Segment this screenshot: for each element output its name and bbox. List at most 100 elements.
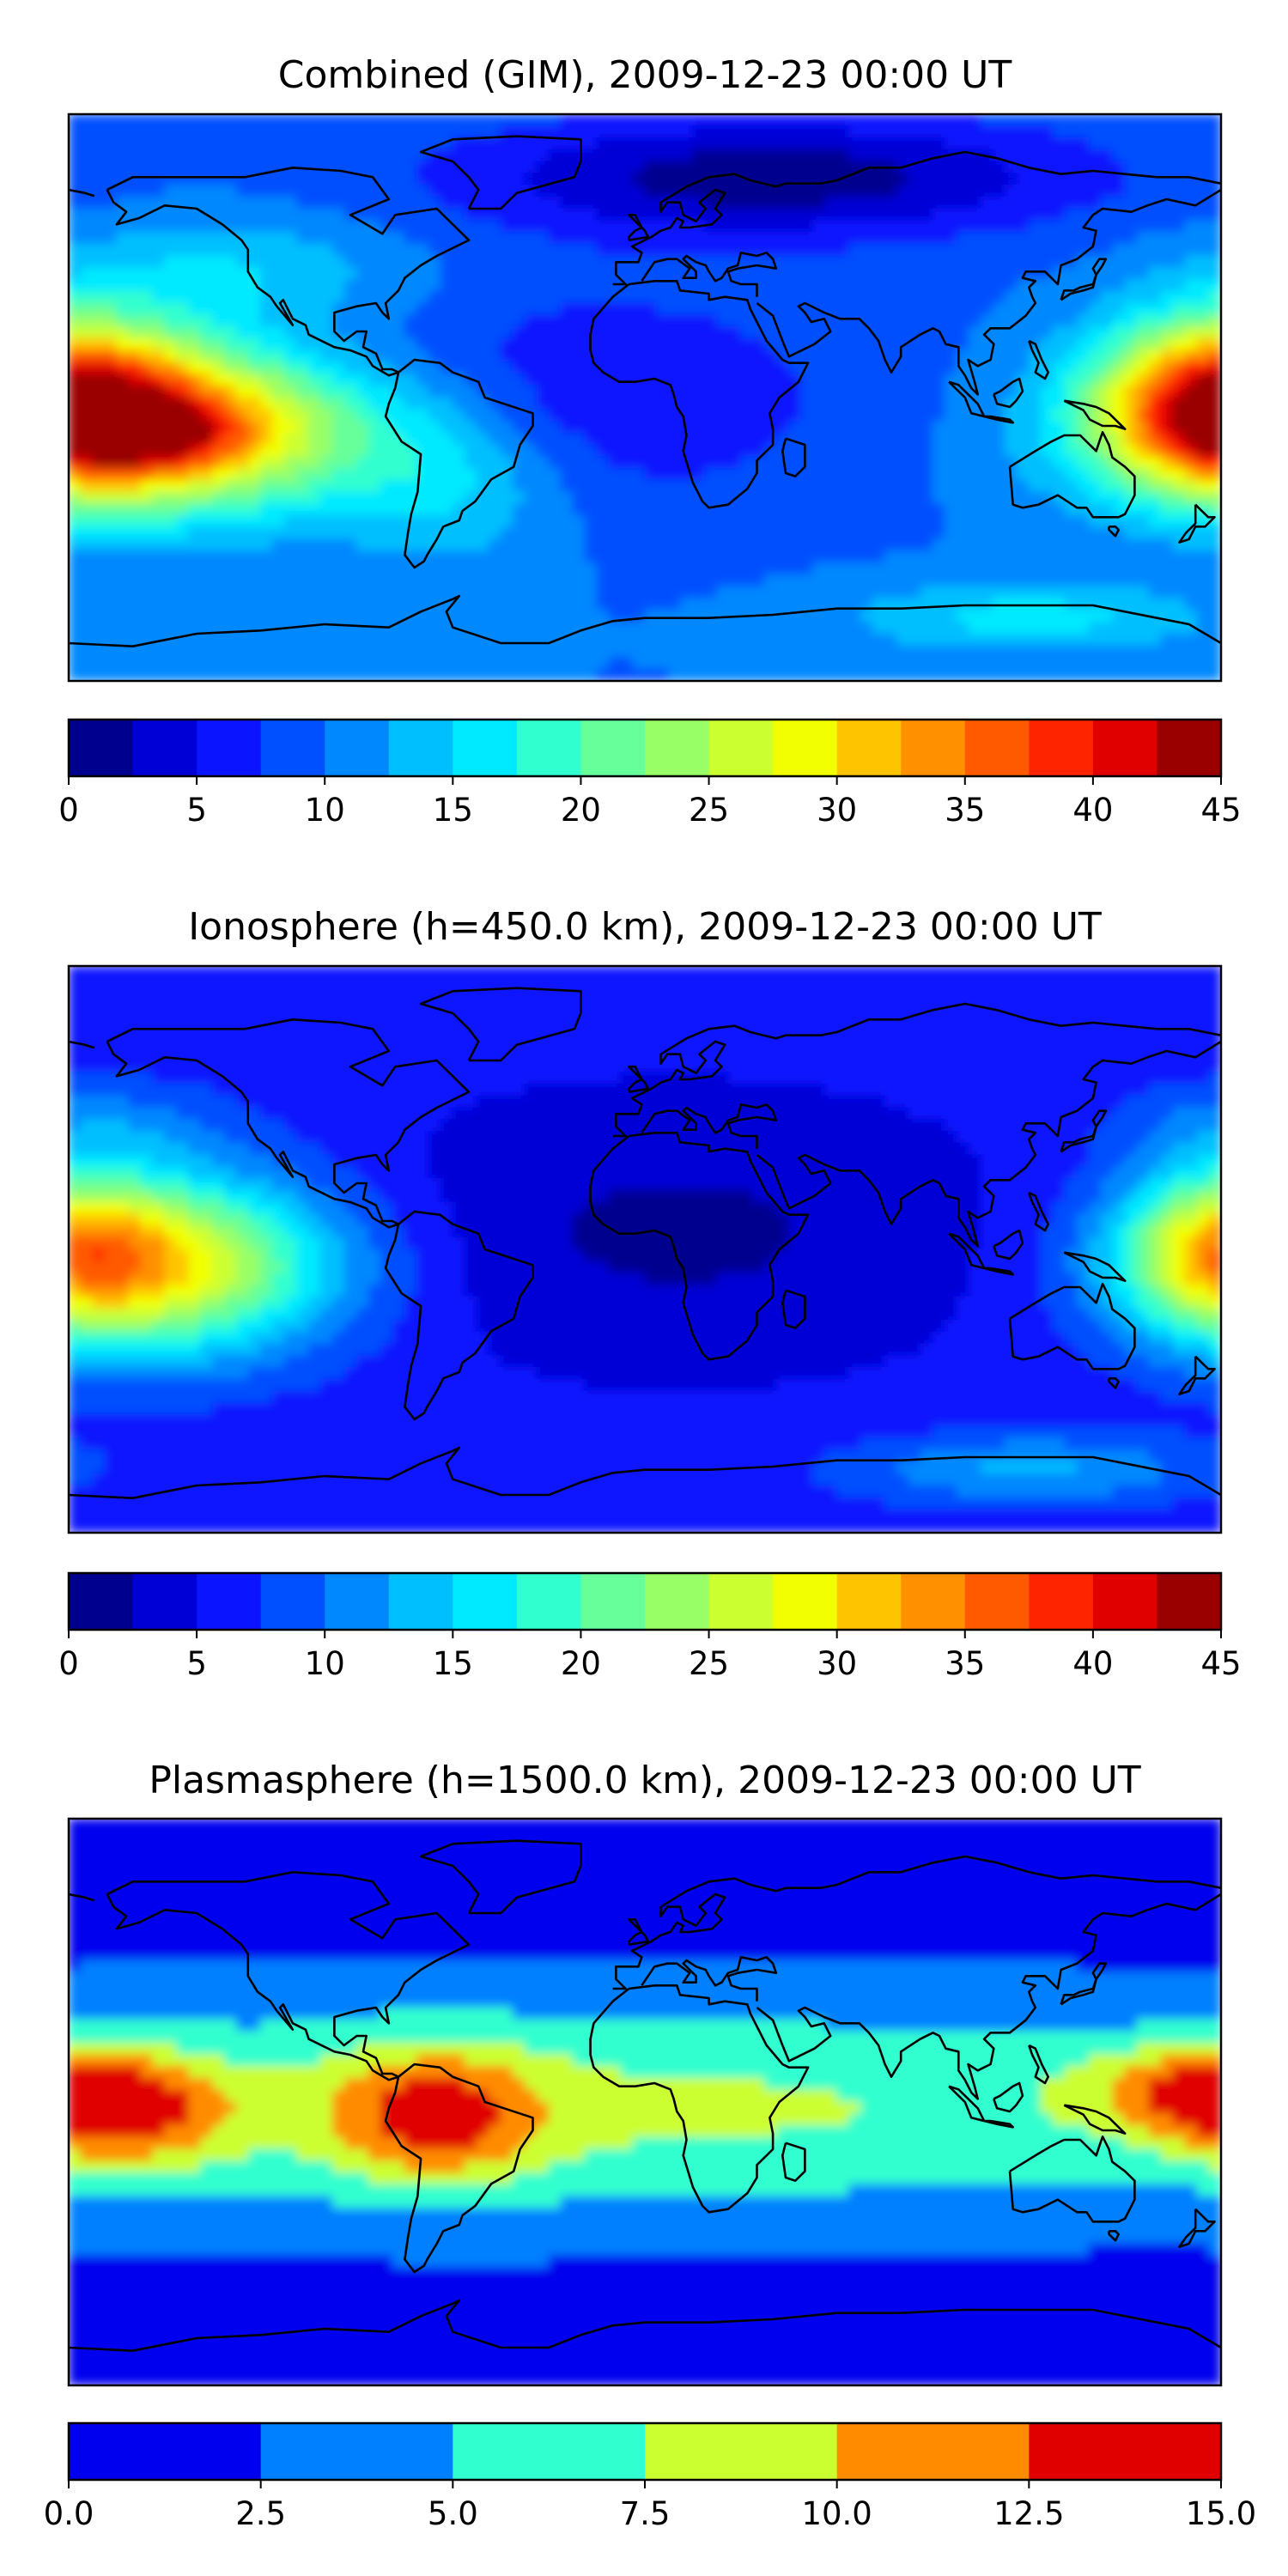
field-cell <box>116 149 130 162</box>
field-cell <box>896 610 910 623</box>
field-cell <box>1088 491 1102 505</box>
field-cell <box>608 503 622 516</box>
field-cell <box>200 668 214 681</box>
field-cell <box>1196 314 1210 327</box>
field-cell <box>680 243 694 257</box>
field-cell <box>512 279 526 292</box>
field-cell <box>992 586 1005 599</box>
field-cell <box>308 966 322 979</box>
field-cell <box>560 562 574 575</box>
field-cell <box>572 538 586 552</box>
field-cell <box>1160 550 1174 563</box>
field-cell <box>320 562 334 575</box>
field-cell <box>1160 977 1174 990</box>
field-cell <box>632 361 646 374</box>
field-cell <box>260 989 274 1002</box>
field-cell <box>848 468 862 481</box>
field-cell <box>1172 456 1186 469</box>
field-cell <box>896 491 910 505</box>
field-cell <box>692 349 706 363</box>
field-cell <box>1028 598 1042 611</box>
field-cell <box>200 538 214 552</box>
field-cell <box>284 989 298 1002</box>
field-cell <box>1112 562 1126 575</box>
field-cell <box>740 538 754 552</box>
field-cell <box>260 977 274 990</box>
field-cell <box>356 432 369 446</box>
field-cell <box>824 397 838 410</box>
field-cell <box>116 432 130 446</box>
field-cell <box>776 610 790 623</box>
field-cell <box>1052 374 1066 386</box>
field-cell <box>1208 526 1221 540</box>
field-cell <box>1004 491 1018 505</box>
field-cell <box>380 337 393 351</box>
field-cell <box>356 279 369 292</box>
field-cell <box>116 1000 130 1014</box>
field-cell <box>536 255 550 269</box>
field-cell <box>1136 538 1150 552</box>
field-cell <box>1040 598 1054 611</box>
field-cell <box>92 456 106 469</box>
field-cell <box>812 232 826 245</box>
field-cell <box>632 598 646 611</box>
field-cell <box>548 232 562 245</box>
field-cell <box>884 267 898 280</box>
colorbar-segment <box>260 720 325 776</box>
field-cell <box>704 491 718 505</box>
field-cell <box>980 503 993 516</box>
field-cell <box>380 562 393 575</box>
field-cell <box>464 397 477 410</box>
field-cell <box>452 1000 465 1014</box>
field-cell <box>596 503 610 516</box>
field-cell <box>704 574 718 587</box>
field-cell <box>704 550 718 563</box>
field-cell <box>284 538 298 552</box>
field-cell <box>69 515 82 528</box>
field-cell <box>488 196 501 210</box>
field-cell <box>500 503 513 516</box>
field-cell <box>104 468 118 481</box>
field-cell <box>992 989 1005 1002</box>
field-cell <box>248 645 262 658</box>
field-cell <box>260 645 274 658</box>
field-cell <box>1100 468 1114 481</box>
field-cell <box>740 161 754 174</box>
field-cell <box>404 196 417 210</box>
field-cell <box>764 550 778 563</box>
field-cell <box>992 161 1005 174</box>
field-cell <box>548 657 562 670</box>
field-cell <box>476 586 489 599</box>
field-cell <box>92 526 106 540</box>
field-cell <box>1040 409 1054 422</box>
field-cell <box>188 243 202 257</box>
field-cell <box>812 255 826 269</box>
field-cell <box>872 574 886 587</box>
field-cell <box>188 314 202 327</box>
field-cell <box>560 515 574 528</box>
field-cell <box>212 621 226 635</box>
field-cell <box>740 255 754 269</box>
field-cell <box>80 361 94 374</box>
field-cell <box>548 562 562 575</box>
field-cell <box>848 444 862 458</box>
field-cell <box>296 374 310 386</box>
field-cell <box>596 977 610 990</box>
field-cell <box>812 668 826 681</box>
field-cell <box>908 149 922 162</box>
field-cell <box>476 456 489 469</box>
field-cell <box>836 185 850 197</box>
field-cell <box>644 633 658 647</box>
field-cell <box>512 977 526 990</box>
field-cell <box>452 196 465 210</box>
field-cell <box>824 243 838 257</box>
field-cell <box>476 208 489 222</box>
field-cell <box>500 243 513 257</box>
field-cell <box>236 349 250 363</box>
field-cell <box>680 977 694 990</box>
field-cell <box>788 232 802 245</box>
field-cell <box>392 302 405 316</box>
field-cell <box>152 989 166 1002</box>
field-cell <box>1196 633 1210 647</box>
field-cell <box>224 657 238 670</box>
